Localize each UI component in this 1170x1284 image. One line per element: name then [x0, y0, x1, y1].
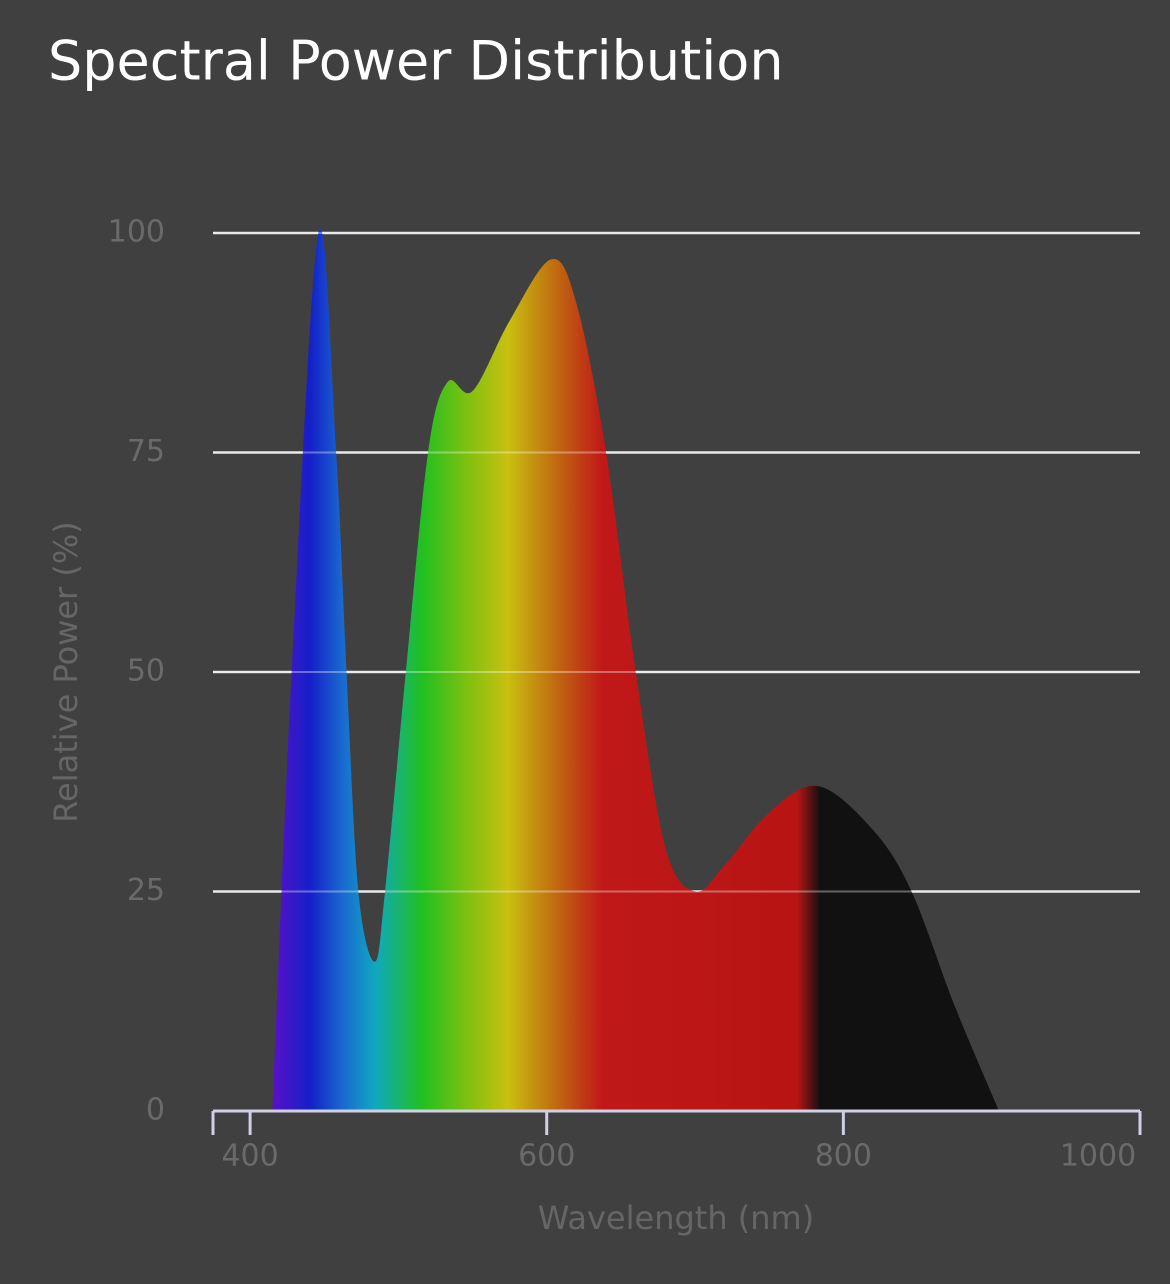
- y-axis-label: Relative Power (%): [47, 521, 85, 823]
- y-tick-label: 25: [127, 873, 165, 908]
- x-tick-label: 800: [815, 1139, 872, 1174]
- y-tick-label: 75: [127, 434, 165, 469]
- plot-area: [213, 228, 1140, 1111]
- x-axis-label: Wavelength (nm): [538, 1199, 814, 1237]
- y-tick-label: 0: [146, 1093, 165, 1128]
- spectrum-area: [272, 228, 1000, 1111]
- x-tick-label: 1000: [1060, 1139, 1136, 1174]
- x-tick-label: 400: [221, 1139, 278, 1174]
- x-axis: 400 600 800 1000: [211, 1109, 1142, 1174]
- x-tick-label: 600: [518, 1139, 575, 1174]
- grid: 0 25 50 75 100: [108, 215, 1140, 1128]
- y-tick-label: 100: [108, 215, 165, 250]
- y-tick-label: 50: [127, 654, 165, 689]
- chart-title: Spectral Power Distribution: [48, 30, 784, 93]
